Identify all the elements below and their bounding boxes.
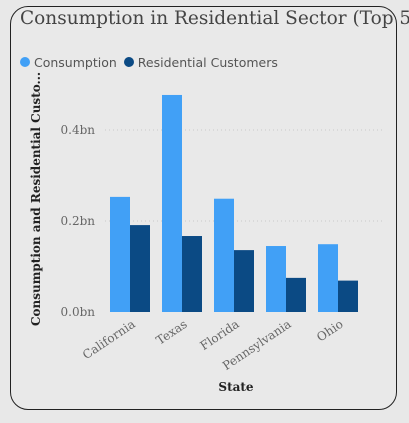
bar-texas-consumption[interactable]: [162, 94, 182, 312]
y-tick-label: 0.2bn: [61, 214, 96, 228]
legend-item-consumption[interactable]: Consumption: [20, 55, 117, 70]
y-tick-label: 0.0bn: [61, 305, 96, 319]
legend-marker-consumption: [20, 57, 30, 67]
bar-florida-consumption[interactable]: [214, 198, 234, 312]
chart-card: [10, 6, 397, 410]
bar-california-residential-customers[interactable]: [130, 225, 150, 312]
chart-legend: Consumption Residential Customers: [20, 53, 285, 71]
bar-ohio-residential-customers[interactable]: [338, 280, 358, 312]
x-tick-label-texas: Texas: [153, 317, 189, 348]
y-tick-label: 0.4bn: [61, 123, 96, 137]
legend-label-residential-customers: Residential Customers: [137, 54, 278, 70]
chart-title: Consumption in Residential Sector (Top 5…: [20, 8, 409, 29]
y-tick-labels: 0.0bn 0.2bn 0.4bn: [61, 123, 96, 319]
bar-texas-residential-customers[interactable]: [182, 236, 202, 312]
bar-pennsylvania-consumption[interactable]: [266, 246, 286, 312]
bar-pennsylvania-residential-customers[interactable]: [286, 277, 306, 312]
legend-label-consumption: Consumption: [34, 54, 117, 70]
x-tick-label-ohio: Ohio: [314, 317, 346, 345]
bar-ohio-consumption[interactable]: [318, 244, 338, 312]
gridlines: [105, 129, 383, 222]
legend-item-residential-customers[interactable]: Residential Customers: [123, 54, 278, 70]
x-tick-label-florida: Florida: [198, 317, 242, 353]
bar-california-consumption[interactable]: [110, 196, 130, 312]
y-axis-title: Consumption and Residential Custo...: [29, 72, 43, 326]
bars: [110, 94, 358, 312]
x-axis-title: State: [218, 380, 254, 394]
x-tick-label-california: California: [80, 317, 138, 362]
bar-florida-residential-customers[interactable]: [234, 250, 254, 312]
legend-marker-residential-customers: [123, 57, 134, 67]
